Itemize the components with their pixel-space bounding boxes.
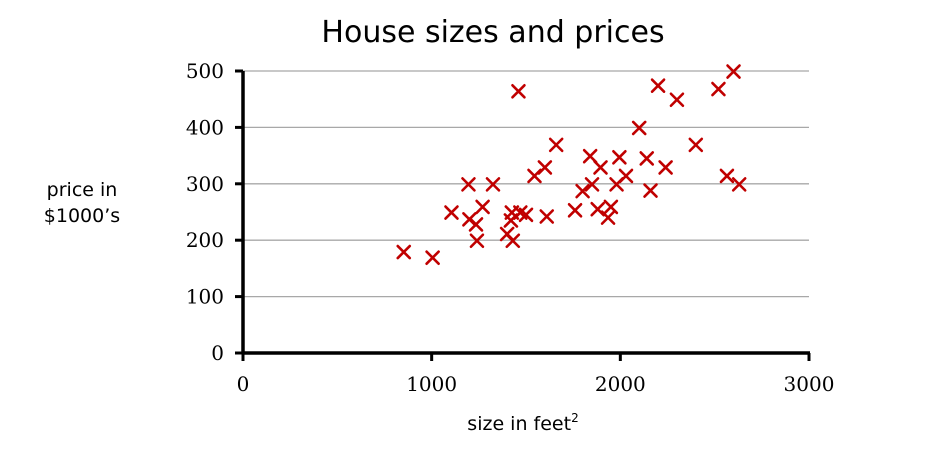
x-tick-label: 2000	[595, 372, 646, 396]
data-point-marker	[527, 168, 542, 184]
gridlines	[243, 70, 809, 298]
data-point-marker	[658, 160, 673, 175]
data-point-marker	[603, 199, 619, 215]
tick-labels: 0 1000 2000 3000 0 100 200 300 400 500	[186, 59, 835, 396]
y-tick-label: 500	[186, 59, 224, 83]
data-point-marker	[639, 151, 655, 166]
data-point-marker	[731, 177, 747, 192]
data-point-marker	[425, 250, 440, 265]
y-tick-label: 300	[186, 172, 224, 196]
y-tick-label: 400	[186, 115, 224, 139]
data-point-marker	[575, 183, 590, 199]
data-point-marker	[590, 201, 605, 217]
data-point-marker	[582, 148, 598, 164]
x-tick-label: 3000	[784, 372, 835, 396]
data-point-marker	[688, 137, 704, 153]
x-tick-label: 1000	[406, 372, 457, 396]
data-point-marker	[461, 177, 476, 192]
data-point-marker	[511, 84, 526, 99]
data-point-marker	[567, 203, 583, 218]
data-point-marker	[444, 205, 459, 220]
data-point-marker	[475, 199, 490, 215]
data-point-marker	[468, 217, 484, 232]
y-axis-label: price in $1000’s	[44, 179, 120, 227]
data-point-marker	[396, 244, 412, 260]
data-point-marker	[669, 92, 685, 108]
data-point-marker	[537, 160, 553, 175]
y-tick-label: 200	[186, 228, 224, 252]
data-point-marker	[469, 233, 485, 249]
data-point-marker	[650, 78, 666, 93]
x-tick-label: 0	[237, 372, 250, 396]
y-tick-label: 0	[211, 341, 224, 365]
data-point-marker	[719, 168, 735, 184]
data-point-marker	[539, 209, 555, 224]
x-axis-label: size in feet2	[467, 411, 578, 435]
data-point-marker	[643, 183, 658, 198]
x-axis-label-text: size in feet	[467, 413, 571, 435]
data-points	[396, 64, 747, 265]
data-point-marker	[726, 64, 741, 79]
data-point-marker	[584, 177, 600, 192]
data-point-marker	[631, 120, 647, 136]
data-point-marker	[505, 233, 521, 249]
data-point-marker	[612, 149, 627, 165]
data-point-marker	[593, 160, 608, 175]
data-point-marker	[518, 207, 534, 223]
y-axis-label-line-2: $1000’s	[44, 205, 120, 227]
data-point-marker	[711, 81, 726, 97]
y-axis-label-line-1: price in	[47, 179, 118, 201]
chart-title: House sizes and prices	[321, 15, 664, 50]
y-tick-label: 100	[186, 285, 224, 309]
data-point-marker	[618, 168, 634, 184]
data-point-marker	[548, 137, 564, 153]
data-point-marker	[485, 177, 501, 192]
x-axis-label-superscript: 2	[571, 411, 579, 425]
axes	[235, 69, 811, 361]
